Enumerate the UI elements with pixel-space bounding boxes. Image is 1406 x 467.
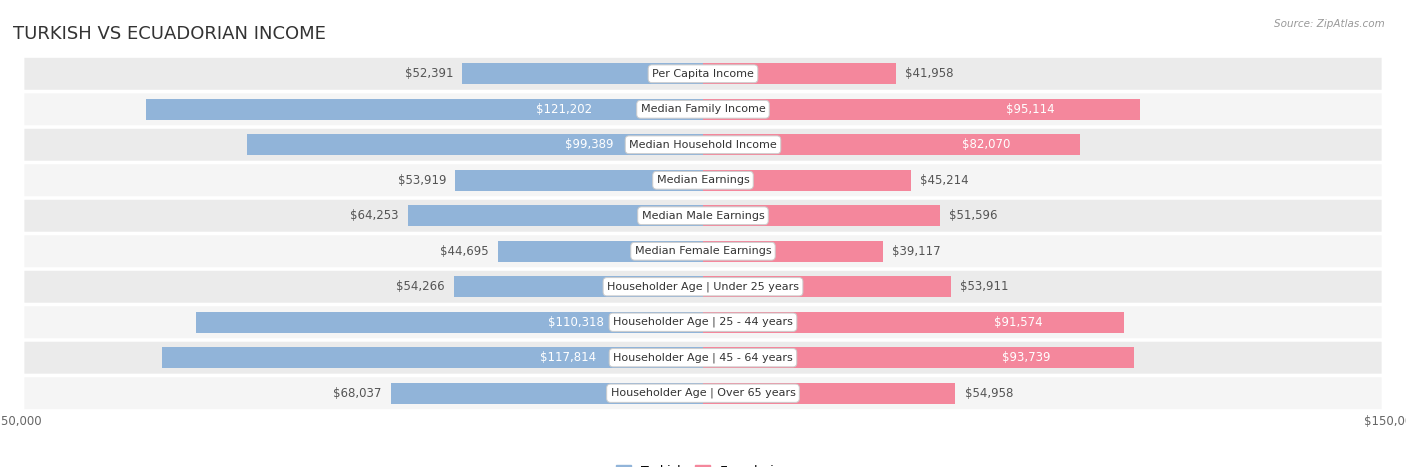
Bar (463, 64, 703, 84)
Bar (703, 347, 1133, 368)
Bar (391, 383, 703, 403)
Text: Median Family Income: Median Family Income (641, 104, 765, 114)
Text: $53,911: $53,911 (960, 280, 1008, 293)
Bar (703, 276, 950, 297)
Text: $54,958: $54,958 (965, 387, 1012, 400)
Text: $117,814: $117,814 (540, 351, 596, 364)
Legend: Turkish, Ecuadorian: Turkish, Ecuadorian (610, 460, 796, 467)
Text: $121,202: $121,202 (536, 103, 592, 116)
Text: $44,695: $44,695 (440, 245, 488, 258)
Bar (162, 347, 703, 368)
Text: Householder Age | Over 65 years: Householder Age | Over 65 years (610, 388, 796, 398)
Bar (703, 99, 1140, 120)
Bar (703, 383, 956, 403)
Text: $91,574: $91,574 (994, 316, 1043, 329)
Bar (703, 64, 896, 84)
Text: Median Male Earnings: Median Male Earnings (641, 211, 765, 221)
Text: Median Household Income: Median Household Income (628, 140, 778, 150)
FancyBboxPatch shape (24, 164, 1382, 196)
Bar (703, 170, 911, 191)
Text: Householder Age | 45 - 64 years: Householder Age | 45 - 64 years (613, 353, 793, 363)
Text: $53,919: $53,919 (398, 174, 446, 187)
Text: Source: ZipAtlas.com: Source: ZipAtlas.com (1274, 19, 1385, 28)
Text: $110,318: $110,318 (548, 316, 605, 329)
Text: $54,266: $54,266 (396, 280, 444, 293)
Bar (703, 205, 941, 226)
Text: $68,037: $68,037 (333, 387, 381, 400)
Text: $41,958: $41,958 (905, 67, 953, 80)
Bar (246, 134, 703, 155)
Text: Per Capita Income: Per Capita Income (652, 69, 754, 79)
Text: $64,253: $64,253 (350, 209, 399, 222)
FancyBboxPatch shape (24, 271, 1382, 303)
Bar (456, 170, 703, 191)
FancyBboxPatch shape (24, 235, 1382, 267)
FancyBboxPatch shape (24, 58, 1382, 90)
Bar (703, 134, 1080, 155)
Text: Median Earnings: Median Earnings (657, 175, 749, 185)
Bar (146, 99, 703, 120)
FancyBboxPatch shape (24, 200, 1382, 232)
Bar (498, 241, 703, 262)
Bar (197, 312, 703, 333)
Bar (454, 276, 703, 297)
FancyBboxPatch shape (24, 342, 1382, 374)
Text: $45,214: $45,214 (920, 174, 969, 187)
Text: $52,391: $52,391 (405, 67, 453, 80)
Text: $51,596: $51,596 (949, 209, 998, 222)
Text: Householder Age | 25 - 44 years: Householder Age | 25 - 44 years (613, 317, 793, 327)
Text: $82,070: $82,070 (962, 138, 1010, 151)
Text: $95,114: $95,114 (1007, 103, 1054, 116)
FancyBboxPatch shape (24, 306, 1382, 338)
FancyBboxPatch shape (24, 377, 1382, 409)
Text: $99,389: $99,389 (565, 138, 613, 151)
FancyBboxPatch shape (24, 93, 1382, 125)
FancyBboxPatch shape (24, 129, 1382, 161)
Bar (408, 205, 703, 226)
Bar (703, 241, 883, 262)
Bar (703, 312, 1123, 333)
Text: Householder Age | Under 25 years: Householder Age | Under 25 years (607, 282, 799, 292)
Text: $93,739: $93,739 (1001, 351, 1050, 364)
Text: Median Female Earnings: Median Female Earnings (634, 246, 772, 256)
Text: TURKISH VS ECUADORIAN INCOME: TURKISH VS ECUADORIAN INCOME (13, 25, 326, 43)
Text: $39,117: $39,117 (891, 245, 941, 258)
